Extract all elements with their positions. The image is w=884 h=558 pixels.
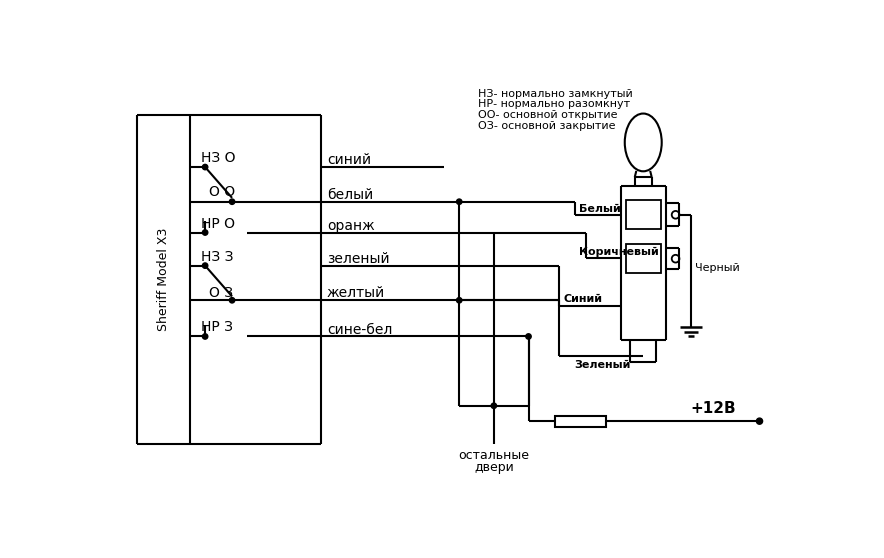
Text: сине-бел: сине-бел (327, 323, 392, 336)
Bar (555, 416, 606, 426)
Text: остальные: остальные (459, 449, 530, 463)
Text: ОЗ- основной закрытие: ОЗ- основной закрытие (477, 121, 615, 131)
Bar (626, 244, 661, 273)
Text: О О: О О (209, 185, 235, 199)
Text: НР О: НР О (202, 217, 235, 231)
Text: Белый: Белый (578, 204, 621, 214)
Text: Зеленый: Зеленый (575, 360, 631, 370)
Circle shape (526, 334, 531, 339)
Circle shape (757, 418, 763, 424)
Circle shape (229, 297, 235, 303)
Text: НЗ- нормально замкнутый: НЗ- нормально замкнутый (477, 89, 632, 99)
Bar (626, 200, 661, 229)
Text: желтый: желтый (327, 286, 385, 300)
Text: НЗ З: НЗ З (202, 250, 233, 264)
Text: Черный: Черный (695, 263, 740, 273)
Text: НР- нормально разомкнут: НР- нормально разомкнут (477, 99, 629, 109)
Circle shape (456, 199, 462, 204)
Circle shape (202, 263, 208, 268)
Circle shape (492, 403, 497, 408)
Circle shape (202, 334, 208, 339)
Text: оранж: оранж (327, 219, 375, 233)
Text: О З: О З (209, 286, 233, 300)
Text: Синий: Синий (563, 295, 602, 305)
Text: белый: белый (327, 188, 373, 202)
Text: НР З: НР З (202, 320, 233, 334)
Text: Sheriff Model X3: Sheriff Model X3 (157, 228, 170, 331)
Text: Коричневый: Коричневый (578, 247, 659, 257)
Text: зеленый: зеленый (327, 252, 389, 266)
Text: НЗ О: НЗ О (202, 151, 236, 165)
Circle shape (229, 199, 235, 204)
Text: ОО- основной открытие: ОО- основной открытие (477, 110, 617, 120)
Circle shape (202, 230, 208, 235)
Text: синий: синий (327, 153, 371, 167)
Circle shape (456, 297, 462, 303)
Circle shape (202, 165, 208, 170)
Text: двери: двери (474, 461, 514, 474)
Text: +12В: +12В (690, 401, 736, 416)
